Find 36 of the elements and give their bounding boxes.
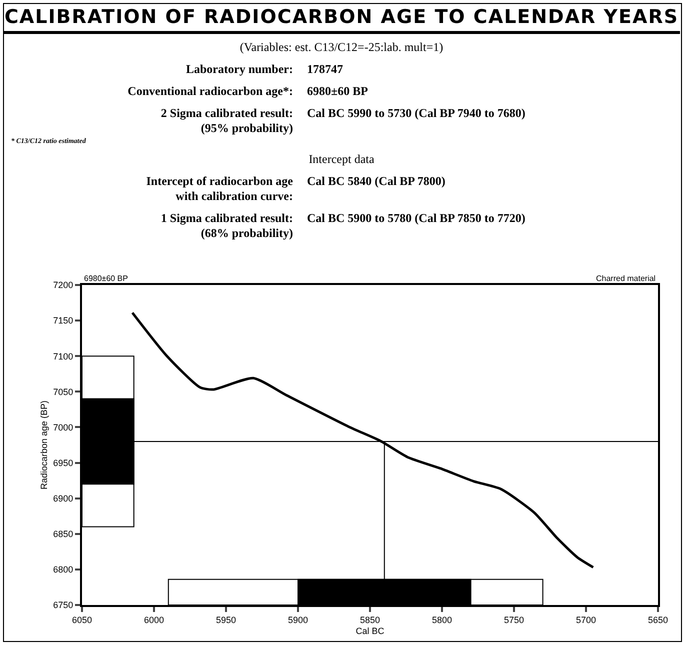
- text: Laboratory number:: [185, 62, 294, 77]
- text: 6980±60 BP: [84, 274, 128, 283]
- x-tick-label: 5950: [216, 614, 236, 625]
- y-tick-label: 7050: [53, 386, 74, 397]
- y-tick-label: 7150: [53, 316, 74, 326]
- text: Cal BC 5900 to 5780 (Cal BP 7850 to 7720): [307, 211, 526, 227]
- text: Intercept data: [308, 152, 376, 167]
- text: 6980±60 BP: [307, 84, 368, 99]
- x-tick-label: 5650: [648, 614, 668, 625]
- y-tick-label: 7000: [53, 422, 74, 432]
- y-tick-label: 7100: [53, 351, 74, 362]
- text: Cal BC 5990 to 5730 (Cal BP 7940 to 7680): [307, 106, 526, 122]
- y-tick-label: 6900: [53, 493, 74, 504]
- x-axis-title: Cal BC: [356, 626, 385, 636]
- text: Intercept of radiocarbon age with calibration curve:: [145, 174, 294, 204]
- text: 178747: [307, 62, 343, 77]
- y-tick-label: 6800: [53, 564, 74, 575]
- x-tick-label: 5800: [432, 614, 452, 625]
- x-tick-label: 5900: [288, 614, 308, 625]
- x-tick-label: 5750: [504, 614, 524, 625]
- x-tick-label: 5850: [360, 614, 380, 625]
- x-tick-label: 6000: [144, 614, 164, 625]
- x-tick-label: 6050: [72, 614, 92, 625]
- y-tick-label: 6950: [53, 458, 74, 468]
- text: Conventional radiocarbon age*:: [126, 84, 294, 99]
- text: Cal BC 5840 (Cal BP 7800): [307, 174, 446, 190]
- text: (Variables: est. C13/C12=-25:lab. mult=1): [238, 40, 444, 55]
- x-tick-label: 5700: [576, 614, 596, 625]
- y-tick-label: 6850: [53, 529, 74, 540]
- text: 2 Sigma calibrated result: (95% probability): [160, 106, 294, 136]
- text: 1 Sigma calibrated result: (68% probability): [160, 211, 294, 241]
- chart-title: CALIBRATION OF RADIOCARBON AGE TO CALENDAR YEARS: [3, 3, 680, 34]
- y-tick-label: 7200: [53, 280, 74, 290]
- text: Charred material: [596, 274, 656, 283]
- y-tick-label: 6750: [53, 600, 74, 610]
- y-axis-title: Radiocarbon age (BP): [39, 400, 50, 490]
